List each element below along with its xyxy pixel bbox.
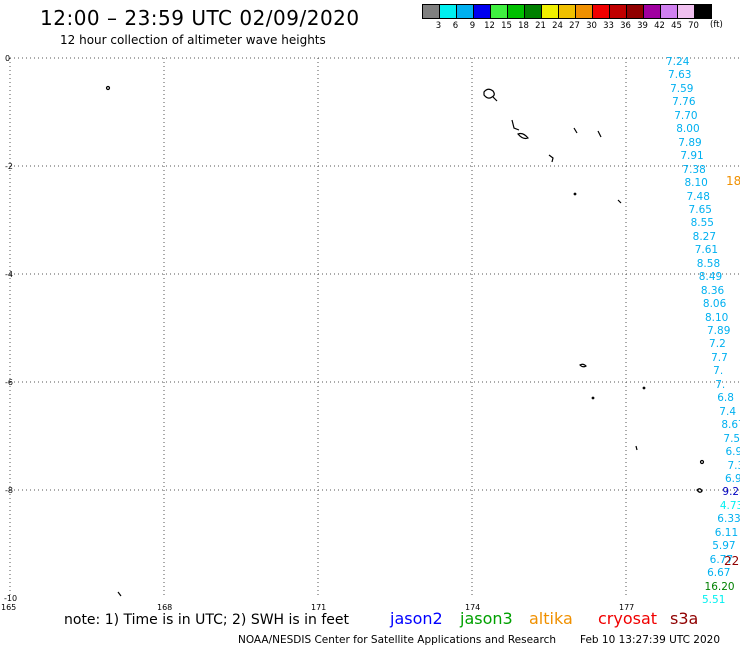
wave-height-value: 8.55	[690, 217, 714, 230]
scale-label: 15	[501, 21, 512, 31]
wave-height-value: 7.89	[707, 325, 731, 337]
satellite-cryosat: cryosat	[598, 609, 658, 628]
wave-height-value: 8.06	[702, 298, 727, 311]
scale-label: 24	[552, 21, 563, 31]
wave-height-value: 7.38	[682, 163, 706, 176]
wave-height-value: 16.20	[704, 580, 735, 593]
lon-tick-4: 177	[619, 603, 634, 612]
scale-label: 70	[688, 21, 699, 31]
satellite-jason2: jason2	[390, 609, 443, 628]
lat-tick-3: -6	[5, 378, 13, 387]
wave-height-value: 8.58	[696, 257, 721, 270]
wave-height-value: 7.2	[709, 338, 726, 351]
edge-wave-value: 22	[724, 554, 740, 568]
wave-height-value: 8.27	[692, 230, 717, 243]
wave-height-value: 7.48	[686, 190, 710, 203]
footer-credit: NOAA/NESDIS Center for Satellite Applica…	[238, 634, 556, 646]
lat-tick-2: -4	[5, 270, 13, 279]
scale-label: 39	[637, 21, 648, 31]
scale-label: 45	[671, 21, 682, 31]
wave-height-value: 9.28	[722, 486, 740, 499]
wave-height-value: 7.65	[688, 203, 712, 216]
wave-height-value: 7.59	[670, 82, 694, 95]
wave-height-value: 8.10	[704, 311, 729, 324]
coastlines	[105, 85, 705, 597]
wave-height-value: 7.61	[694, 244, 719, 257]
wave-height-value: 7.70	[674, 109, 698, 122]
satellite-jason3: jason3	[460, 609, 513, 628]
note-text: note: 1) Time is in UTC; 2) SWH is in fe…	[64, 612, 350, 628]
wave-height-value: 6.8	[717, 392, 734, 405]
page-title: 12:00 – 23:59 UTC 02/09/2020	[40, 6, 360, 30]
scale-label: 36	[620, 21, 631, 31]
scale-label: 27	[569, 21, 580, 31]
wave-height-value: 7.50	[723, 432, 740, 445]
scale-label: 3	[435, 21, 442, 31]
wave-height-value: 8.67	[721, 419, 740, 432]
wave-height-value: 7.91	[680, 150, 704, 163]
color-scale	[422, 4, 712, 19]
edge-wave-value: 18	[726, 174, 740, 188]
satellite-altika: altika	[529, 609, 573, 628]
lon-tick-1: 168	[157, 603, 172, 612]
scale-label: 30	[586, 21, 597, 31]
wave-height-value: 4.73	[719, 499, 740, 512]
lat-tick-4: -8	[5, 486, 13, 495]
wave-height-value: 6.77	[709, 553, 734, 566]
scale-label: 42	[654, 21, 665, 31]
color-scale-unit: (ft)	[710, 20, 723, 30]
wave-height-value: 5.97	[712, 540, 736, 553]
map-grid	[9, 57, 740, 598]
wave-height-value: 7.24	[666, 56, 690, 68]
lon-tick-0: 165	[1, 603, 16, 612]
wave-height-value: 8.00	[676, 123, 700, 136]
wave-height-value: 7.63	[668, 69, 692, 82]
wave-height-value: 6.67	[707, 567, 731, 580]
wave-height-value: 7.4	[719, 405, 736, 418]
wave-height-value: 7.	[713, 365, 724, 378]
scale-swatch	[694, 4, 712, 19]
wave-height-value: 6.33	[717, 513, 740, 526]
wave-height-value: 6.94	[724, 472, 740, 485]
wave-height-value: 6.11	[714, 526, 739, 539]
scale-label: 21	[535, 21, 546, 31]
wave-height-value: 7.76	[672, 96, 696, 109]
lat-tick-5: -10	[4, 594, 17, 603]
wave-height-value: 5.51	[702, 594, 726, 606]
wave-height-value: 7.7	[711, 351, 728, 364]
wave-height-value: 8.10	[684, 177, 708, 190]
wave-height-value: 6.97	[725, 446, 740, 459]
lon-tick-3: 174	[465, 603, 480, 612]
scale-label: 6	[452, 21, 459, 31]
wave-height-value: 7.38	[727, 459, 740, 472]
scale-label: 18	[518, 21, 529, 31]
lat-tick-0: 0	[5, 54, 10, 63]
scale-label: 9	[469, 21, 476, 31]
scale-label: 33	[603, 21, 614, 31]
scale-label: 12	[484, 21, 495, 31]
wave-height-value: 7.	[715, 378, 726, 391]
lon-tick-2: 171	[311, 603, 326, 612]
lat-tick-1: -2	[5, 162, 13, 171]
footer-timestamp: Feb 10 13:27:39 UTC 2020	[580, 634, 720, 646]
wave-height-value: 7.89	[678, 136, 702, 149]
page-subtitle: 12 hour collection of altimeter wave hei…	[60, 33, 326, 47]
wave-height-value: 8.49	[698, 271, 723, 284]
wave-height-value: 8.36	[700, 284, 725, 297]
satellite-s3a: s3a	[670, 609, 699, 628]
color-scale-labels: 3 6 9 12 15 18 21 24 27 30 33 36 39 42 45 70	[422, 21, 702, 31]
